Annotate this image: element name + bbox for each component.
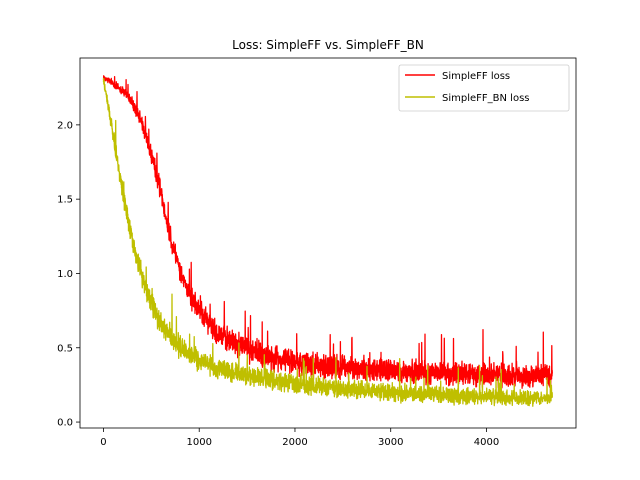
- y-tick-label: 2.0: [57, 120, 73, 131]
- x-tick-label: 4000: [474, 437, 499, 448]
- y-axis: 0.0 0.5 1.0 1.5 2.0: [57, 120, 80, 429]
- legend-label-simpleff-bn: SimpleFF_BN loss: [442, 93, 530, 104]
- series-layer: [102, 75, 553, 407]
- y-tick-label: 0.5: [57, 343, 73, 354]
- series-line-simpleff-bn: [102, 77, 553, 407]
- x-axis: 0 1000 2000 3000 4000: [100, 428, 499, 448]
- y-tick-label: 1.5: [57, 195, 73, 206]
- legend-label-simpleff: SimpleFF loss: [442, 71, 510, 82]
- legend-box: [398, 64, 570, 112]
- chart-title: Loss: SimpleFF vs. SimpleFF_BN: [232, 38, 424, 52]
- plot-frame: [79, 57, 577, 429]
- x-tick-label: 0: [100, 437, 106, 448]
- y-tick-label: 1.0: [57, 269, 73, 280]
- x-tick-label: 2000: [282, 437, 307, 448]
- x-tick-label: 3000: [378, 437, 403, 448]
- x-tick-label: 1000: [186, 437, 211, 448]
- y-tick-label: 0.0: [57, 418, 73, 429]
- series-line-simpleff: [102, 75, 553, 390]
- legend: SimpleFF loss SimpleFF_BN loss: [398, 64, 570, 112]
